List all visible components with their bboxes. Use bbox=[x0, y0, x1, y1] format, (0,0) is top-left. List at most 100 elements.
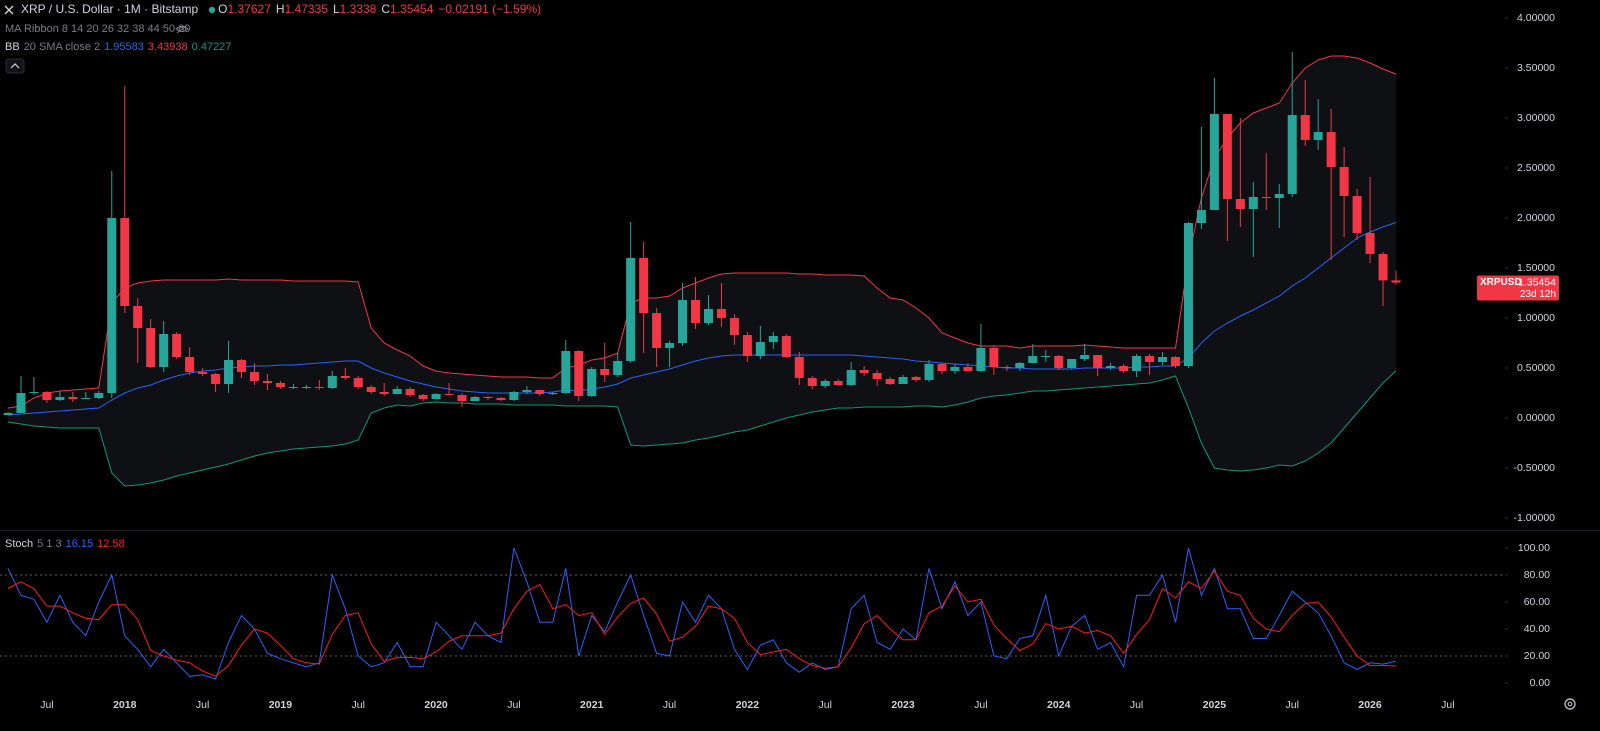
candle-body bbox=[846, 370, 856, 385]
stoch-name: Stoch bbox=[5, 538, 33, 550]
candle-body bbox=[366, 387, 376, 392]
candle-body bbox=[159, 334, 169, 367]
y-tick-label: 1.00000 bbox=[1517, 312, 1555, 324]
candle-body bbox=[314, 387, 324, 388]
close-icon[interactable] bbox=[4, 5, 14, 15]
y-tick-label: 3.50000 bbox=[1517, 62, 1555, 74]
candle-body bbox=[755, 342, 765, 356]
ohlc-label: L bbox=[333, 2, 340, 16]
candle-body bbox=[198, 372, 208, 374]
x-tick-label: Jul bbox=[196, 699, 209, 711]
x-tick-label: Jul bbox=[507, 699, 520, 711]
x-tick-label: 2025 bbox=[1203, 699, 1227, 711]
candle-body bbox=[1287, 115, 1297, 194]
candle-body bbox=[1235, 199, 1245, 209]
candle-body bbox=[587, 369, 597, 396]
candle-body bbox=[742, 335, 752, 356]
stoch-legend: Stoch 5 1 3 16.15 12.58 bbox=[5, 538, 125, 550]
x-tick-label: Jul bbox=[974, 699, 987, 711]
candle-body bbox=[639, 258, 649, 313]
candle-body bbox=[1067, 359, 1077, 368]
candle-body bbox=[288, 387, 298, 388]
candle-body bbox=[301, 387, 311, 388]
y-tick-label: 0.50000 bbox=[1517, 362, 1555, 374]
y-tick-label: 100.00 bbox=[1518, 542, 1550, 554]
candle-body bbox=[55, 397, 65, 400]
candle-body bbox=[1274, 194, 1284, 198]
chevron-icon bbox=[10, 63, 20, 69]
candle-body bbox=[211, 374, 221, 384]
y-tick-label: 4.00000 bbox=[1517, 12, 1555, 24]
stoch-params: 5 1 3 bbox=[37, 538, 61, 550]
candle-body bbox=[509, 392, 519, 400]
candle-body bbox=[1248, 197, 1258, 209]
x-tick-label: Jul bbox=[1130, 699, 1143, 711]
candle-body bbox=[353, 378, 363, 387]
candle-body bbox=[275, 383, 285, 387]
eye-icon[interactable] bbox=[175, 24, 189, 34]
candle-body bbox=[1352, 196, 1362, 233]
candle-body bbox=[937, 364, 947, 371]
candle-body bbox=[976, 348, 986, 371]
y-tick-label: 20.00 bbox=[1524, 650, 1550, 662]
candle-body bbox=[224, 360, 234, 384]
candle-body bbox=[1365, 233, 1375, 254]
candle-body bbox=[68, 397, 78, 399]
bb-lower-value: 0.47227 bbox=[192, 41, 232, 53]
candle-body bbox=[405, 389, 415, 395]
candle-body bbox=[561, 351, 571, 393]
ohlc-label: C bbox=[381, 2, 390, 16]
price-tag-countdown: 23d 12h bbox=[1520, 289, 1556, 300]
y-tick-label: 1.50000 bbox=[1517, 262, 1555, 274]
x-tick-label: 2018 bbox=[113, 699, 137, 711]
candle-body bbox=[431, 394, 441, 399]
candle-body bbox=[911, 377, 921, 380]
stoch-line bbox=[7, 570, 1397, 677]
candle-body bbox=[81, 398, 91, 399]
bb-upper-line bbox=[7, 55, 1397, 409]
candle-body bbox=[794, 357, 804, 378]
settings-icon[interactable] bbox=[1564, 698, 1576, 710]
y-tick-label: 40.00 bbox=[1524, 623, 1550, 635]
x-tick-label: Jul bbox=[819, 699, 832, 711]
candle-body bbox=[859, 370, 869, 373]
x-tick-label: 2026 bbox=[1358, 699, 1382, 711]
ohlc-value: 1.47335 bbox=[285, 2, 329, 16]
candle-body bbox=[1339, 167, 1349, 196]
candle-body bbox=[820, 381, 830, 386]
candle-body bbox=[613, 361, 623, 375]
collapse-button[interactable] bbox=[5, 58, 25, 74]
ohlc-value: 1.35454 bbox=[390, 2, 434, 16]
candle-body bbox=[262, 381, 272, 383]
candle-body bbox=[1093, 355, 1103, 368]
y-tick-label: 80.00 bbox=[1524, 569, 1550, 581]
candle-body bbox=[626, 258, 636, 361]
stoch-value: 12.58 bbox=[97, 538, 125, 550]
candle-body bbox=[678, 300, 688, 343]
candle-body bbox=[1132, 356, 1142, 371]
candle-body bbox=[872, 373, 882, 379]
candle-body bbox=[535, 390, 545, 394]
candle-body bbox=[768, 336, 778, 342]
candle-body bbox=[444, 394, 454, 395]
y-tick-label: 2.00000 bbox=[1517, 212, 1555, 224]
stoch-value: 16.15 bbox=[66, 538, 94, 550]
stoch-line bbox=[7, 547, 1397, 680]
candle-body bbox=[781, 336, 791, 357]
candle-body bbox=[418, 395, 428, 399]
candle-body bbox=[120, 218, 130, 306]
legend-main: XRP / U.S. Dollar · 1M · Bitstamp O1.3762… bbox=[21, 2, 541, 16]
candle-body bbox=[107, 218, 117, 393]
x-tick-label: 2024 bbox=[1047, 699, 1071, 711]
candle-body bbox=[1170, 357, 1180, 366]
candle-body bbox=[1391, 280, 1401, 283]
price-tag-symbol: XRPUSD bbox=[1480, 277, 1522, 288]
candle-body bbox=[729, 318, 739, 335]
y-tick-label: 0.00000 bbox=[1517, 412, 1555, 424]
candle-body bbox=[1222, 114, 1232, 199]
candle-body bbox=[898, 377, 908, 384]
candle-body bbox=[652, 313, 662, 348]
candle-body bbox=[1261, 197, 1271, 198]
